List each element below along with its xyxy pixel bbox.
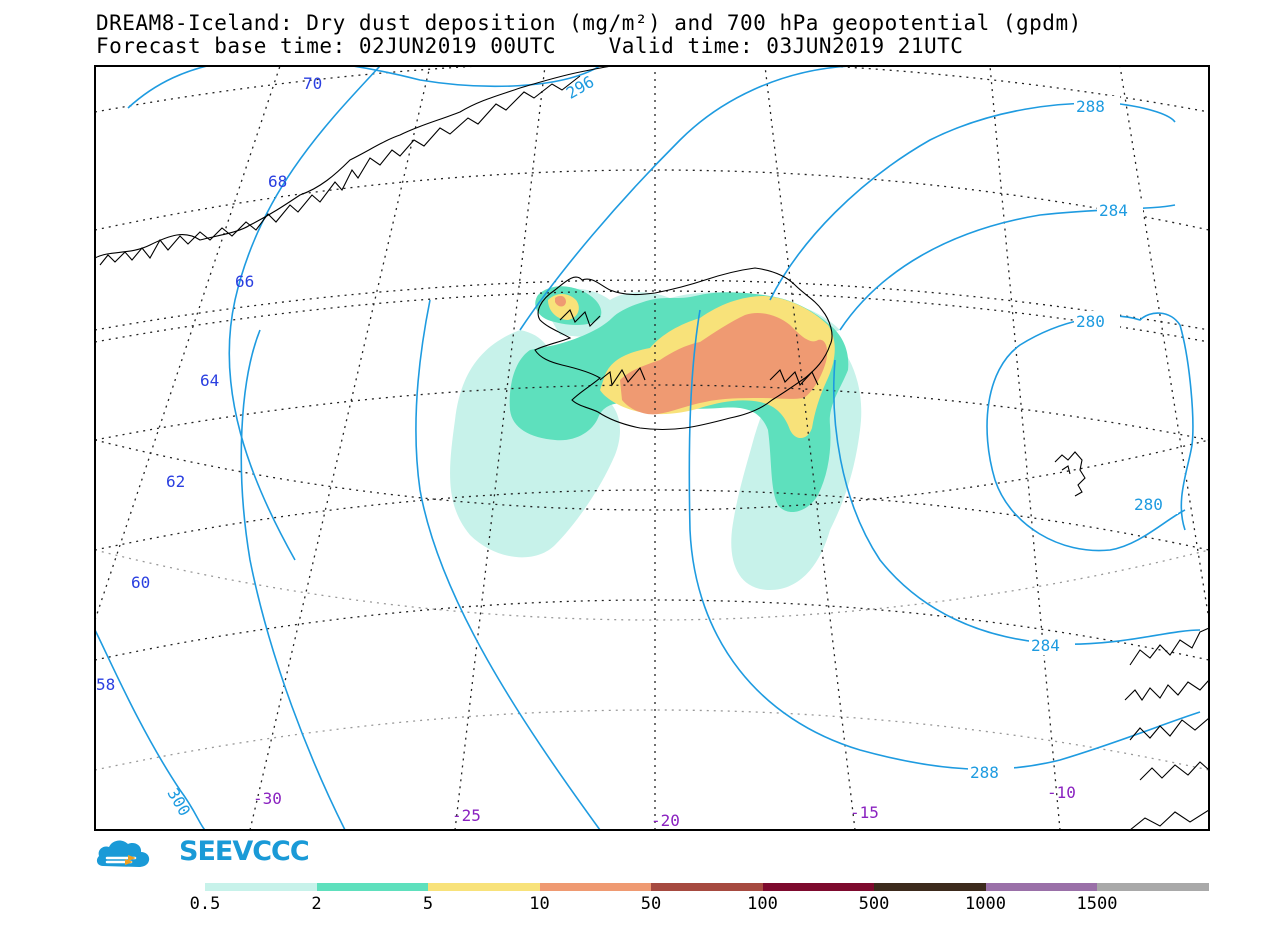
- contour-label-300: 300: [163, 785, 194, 820]
- contour-296-main: [519, 66, 851, 331]
- parallel-extra2: [95, 549, 1209, 621]
- graticule: [95, 21, 1209, 830]
- contour-label-280-a: 280: [1076, 312, 1105, 331]
- contour-label-280-b: 280: [1134, 495, 1163, 514]
- parallel-64: [95, 279, 1209, 331]
- contour-280-edge: [1179, 324, 1194, 531]
- legend-label-1: 2: [311, 894, 322, 914]
- lon-label-20: -20: [651, 811, 680, 830]
- legend-swatch-5: [762, 883, 874, 891]
- dust-shading: [450, 286, 862, 590]
- faroe-islands: [1054, 451, 1086, 497]
- legend-label-2: 5: [422, 894, 434, 914]
- greenland-coast-detail: [99, 75, 581, 266]
- lat-label-60: 60: [131, 573, 150, 592]
- legend-label-3: 10: [529, 894, 550, 914]
- contour-label-288-ne: 288: [1076, 97, 1105, 116]
- dust-band-10: [620, 313, 828, 415]
- greenland-coast: [95, 66, 613, 259]
- map-title: DREAM8-Iceland: Dry dust deposition (mg/…: [96, 11, 1082, 35]
- legend-swatch-4: [651, 883, 763, 891]
- latitude-labels: 70 68 66 64 62 60 58: [96, 74, 322, 694]
- legend-label-6: 500: [858, 894, 890, 914]
- lat-label-64: 64: [200, 371, 219, 390]
- dust-band-10-west-fjords: [555, 295, 566, 307]
- lon-label-25: -25: [452, 806, 481, 825]
- legend-swatch-3: [539, 883, 651, 891]
- parallel-56: [95, 709, 1209, 771]
- contour-288-main: [688, 309, 1201, 771]
- longitude-labels: -30 -25 -20 -15 -10: [253, 783, 1076, 830]
- legend-swatch-8: [1097, 883, 1209, 891]
- seevccc-logo-text: SEEVCCC: [179, 836, 310, 867]
- meridian-30: [249, 66, 431, 830]
- cloud-logo-icon: [96, 840, 150, 867]
- legend-swatch-2: [428, 883, 540, 891]
- legend-label-8: 1500: [1076, 894, 1118, 914]
- legend-label-7: 1000: [965, 894, 1006, 914]
- seevccc-logo: SEEVCCC: [95, 836, 315, 876]
- contour-288-sw: [415, 299, 601, 830]
- scotland-coast: [1124, 627, 1209, 830]
- contour-296: [127, 66, 601, 109]
- contour-label-284-ne: 284: [1099, 201, 1128, 220]
- lon-label-15: -15: [850, 803, 879, 822]
- map-subtitle: Forecast base time: 02JUN2019 00UTC Vali…: [96, 34, 964, 58]
- contour-284: [833, 359, 1201, 645]
- legend-swatch-0: [205, 883, 317, 891]
- contour-288-north: [769, 102, 1176, 301]
- coastlines: [95, 66, 1209, 830]
- map-border: [94, 65, 1210, 831]
- color-legend: 0.5 2 5 10 50 100 500 1000 1500: [190, 883, 1209, 921]
- legend-label-5: 100: [747, 894, 778, 914]
- contour-labels: 296 288 284 280 280 284 288 300: [163, 72, 1178, 819]
- parallel-60: [95, 489, 1209, 551]
- geopotential-contours: [95, 66, 1201, 830]
- contour-label-296: 296: [563, 72, 598, 103]
- legend-swatch-7: [985, 883, 1097, 891]
- legend-label-4: 50: [640, 894, 662, 914]
- lat-label-62: 62: [166, 472, 185, 491]
- contour-outer-west: [240, 329, 346, 830]
- lon-label-10: -10: [1047, 783, 1076, 802]
- contour-label-288-se: 288: [970, 763, 999, 782]
- iceland-coast: [534, 267, 833, 431]
- meridian-5: [1119, 66, 1209, 621]
- parallel-64b: [95, 290, 1209, 343]
- meridian-35: [95, 66, 281, 621]
- lat-label-66: 66: [235, 272, 254, 291]
- legend-swatch-6: [874, 883, 986, 891]
- legend-swatch-1: [316, 883, 428, 891]
- lat-label-70: 70: [303, 74, 322, 93]
- contour-280: [986, 312, 1186, 552]
- parallel-68: [95, 66, 1209, 113]
- parallel-extra1: [95, 439, 1209, 511]
- parallel-70: [95, 21, 1209, 62]
- iceland-coast-detail: [559, 309, 819, 387]
- lat-label-68: 68: [268, 172, 287, 191]
- contour-284-north: [839, 204, 1176, 331]
- lon-label-30: -30: [253, 789, 282, 808]
- contour-outer-west2: [228, 66, 381, 561]
- contour-label-284-se: 284: [1031, 636, 1060, 655]
- contour-300-west: [95, 629, 206, 830]
- lat-label-58: 58: [96, 675, 115, 694]
- meridian-10: [989, 66, 1061, 830]
- map-content: [95, 21, 1209, 830]
- legend-label-0: 0.5: [189, 894, 221, 914]
